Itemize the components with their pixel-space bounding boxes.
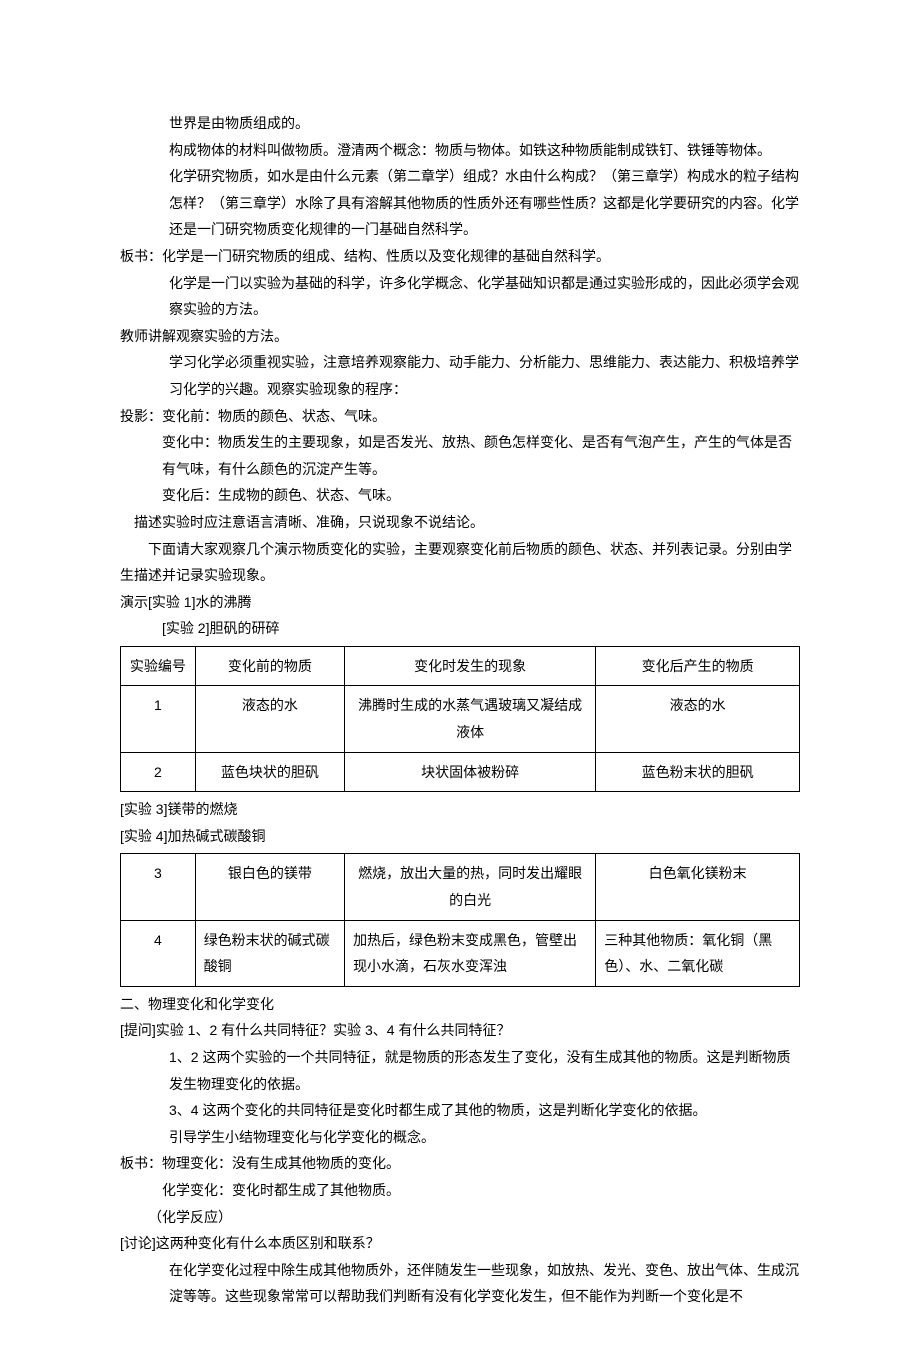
projection-during: 变化中：物质发生的主要现象，如是否发光、放热、颜色怎样变化、是否有气泡产生，产生… [162, 434, 792, 477]
section-2-title: 二、物理变化和化学变化 [120, 991, 800, 1018]
cell-change: 块状固体被粉碎 [345, 752, 596, 792]
paragraph-world: 世界是由物质组成的。 [120, 110, 800, 137]
board2-reaction: （化学反应） [120, 1204, 800, 1231]
paragraph-chemistry-research: 化学研究物质，如水是由什么元素（第二章学）组成？水由什么构成？（第三章学）构成水… [120, 163, 800, 243]
th-num: 实验编号 [121, 646, 196, 686]
table-row: 1 液态的水 沸腾时生成的水蒸气遇玻璃又凝结成液体 液态的水 [121, 686, 800, 752]
guide-summary: 引导学生小结物理变化与化学变化的概念。 [120, 1124, 800, 1151]
table-row: 3 银白色的镁带 燃烧，放出大量的热，同时发出耀眼的白光 白色氧化镁粉末 [121, 854, 800, 920]
cell-before: 银白色的镁带 [195, 854, 344, 920]
board-label: 板书： [120, 248, 162, 264]
cell-after: 白色氧化镁粉末 [596, 854, 800, 920]
cell-after: 液态的水 [596, 686, 800, 752]
board-note-1: 板书：化学是一门研究物质的组成、结构、性质以及变化规律的基础自然科学。 [120, 243, 800, 270]
board2-physical: 物理变化：没有生成其他物质的变化。 [162, 1155, 400, 1171]
projection-line-2: 变化中：物质发生的主要现象，如是否发光、放热、颜色怎样变化、是否有气泡产生，产生… [120, 429, 800, 482]
table-row: 2 蓝色块状的胆矾 块状固体被粉碎 蓝色粉末状的胆矾 [121, 752, 800, 792]
experiment-4-label: [实验 4]加热碱式碳酸铜 [120, 823, 800, 850]
cell-num: 2 [121, 752, 196, 792]
th-change: 变化时发生的现象 [345, 646, 596, 686]
paragraph-study-emphasis: 学习化学必须重视实验，注意培养观察能力、动手能力、分析能力、思维能力、表达能力、… [120, 349, 800, 402]
experiment-table-1: 实验编号 变化前的物质 变化时发生的现象 变化后产生的物质 1 液态的水 沸腾时… [120, 646, 800, 792]
cell-num: 1 [121, 686, 196, 752]
projection-line-3: 变化后：生成物的颜色、状态、气味。 [120, 482, 800, 509]
table-header-row: 实验编号 变化前的物质 变化时发生的现象 变化后产生的物质 [121, 646, 800, 686]
projection-label: 投影： [120, 408, 162, 424]
projection-before: 变化前：物质的颜色、状态、气味。 [162, 408, 386, 424]
cell-after: 三种其他物质：氧化铜（黑色）、水、二氧化碳 [596, 920, 800, 986]
question-line: [提问]实验 1、2 有什么共同特征？实验 3、4 有什么共同特征？ [120, 1017, 800, 1044]
board-content: 化学是一门研究物质的组成、结构、性质以及变化规律的基础自然科学。 [162, 248, 610, 264]
discuss-label: [讨论] [120, 1235, 156, 1251]
paragraph-describe-note: 描述实验时应注意语言清晰、准确，只说现象不说结论。 [120, 509, 800, 536]
board-label: 板书： [120, 1155, 162, 1171]
board2-chemical: 化学变化：变化时都生成了其他物质。 [120, 1177, 800, 1204]
discuss-content: 这两种变化有什么本质区别和联系？ [156, 1235, 380, 1251]
projection-line-1: 投影：变化前：物质的颜色、状态、气味。 [120, 403, 800, 430]
cell-before: 蓝色块状的胆矾 [195, 752, 344, 792]
teacher-explain: 教师讲解观察实验的方法。 [120, 323, 800, 350]
cell-num: 3 [121, 854, 196, 920]
cell-before: 绿色粉末状的碱式碳酸铜 [195, 920, 344, 986]
cell-num: 4 [121, 920, 196, 986]
cell-change: 沸腾时生成的水蒸气遇玻璃又凝结成液体 [345, 686, 596, 752]
demo-experiment-1: 演示[实验 1]水的沸腾 [120, 589, 800, 616]
th-after: 变化后产生的物质 [596, 646, 800, 686]
board-note-2: 板书：物理变化：没有生成其他物质的变化。 [120, 1150, 800, 1177]
experiment-table-2: 3 银白色的镁带 燃烧，放出大量的热，同时发出耀眼的白光 白色氧化镁粉末 4 绿… [120, 853, 800, 986]
discuss-line: [讨论]这两种变化有什么本质区别和联系？ [120, 1230, 800, 1257]
question-label: [提问] [120, 1022, 156, 1038]
table-row: 4 绿色粉末状的碱式碳酸铜 加热后，绿色粉末变成黑色，管壁出现小水滴，石灰水变浑… [121, 920, 800, 986]
cell-before: 液态的水 [195, 686, 344, 752]
question-content: 实验 1、2 有什么共同特征？实验 3、4 有什么共同特征？ [156, 1022, 511, 1038]
experiment-3-label: [实验 3]镁带的燃烧 [120, 796, 800, 823]
th-before: 变化前的物质 [195, 646, 344, 686]
answer-1: 1、2 这两个实验的一个共同特征，就是物质的形态发生了变化，没有生成其他的物质。… [120, 1044, 800, 1097]
paragraph-observe-demos: 下面请大家观察几个演示物质变化的实验，主要观察变化前后物质的颜色、状态、并列表记… [120, 536, 800, 589]
demo-experiment-2: [实验 2]胆矾的研碎 [120, 615, 800, 642]
answer-2: 3、4 这两个变化的共同特征是变化时都生成了其他的物质，这是判断化学变化的依据。 [120, 1097, 800, 1124]
paragraph-experiment-basis: 化学是一门以实验为基础的科学，许多化学概念、化学基础知识都是通过实验形成的，因此… [120, 270, 800, 323]
cell-change: 加热后，绿色粉末变成黑色，管壁出现小水滴，石灰水变浑浊 [345, 920, 596, 986]
cell-after: 蓝色粉末状的胆矾 [596, 752, 800, 792]
paragraph-matter: 构成物体的材料叫做物质。澄清两个概念：物质与物体。如铁这种物质能制成铁钉、铁锤等… [120, 137, 800, 164]
cell-change: 燃烧，放出大量的热，同时发出耀眼的白光 [345, 854, 596, 920]
